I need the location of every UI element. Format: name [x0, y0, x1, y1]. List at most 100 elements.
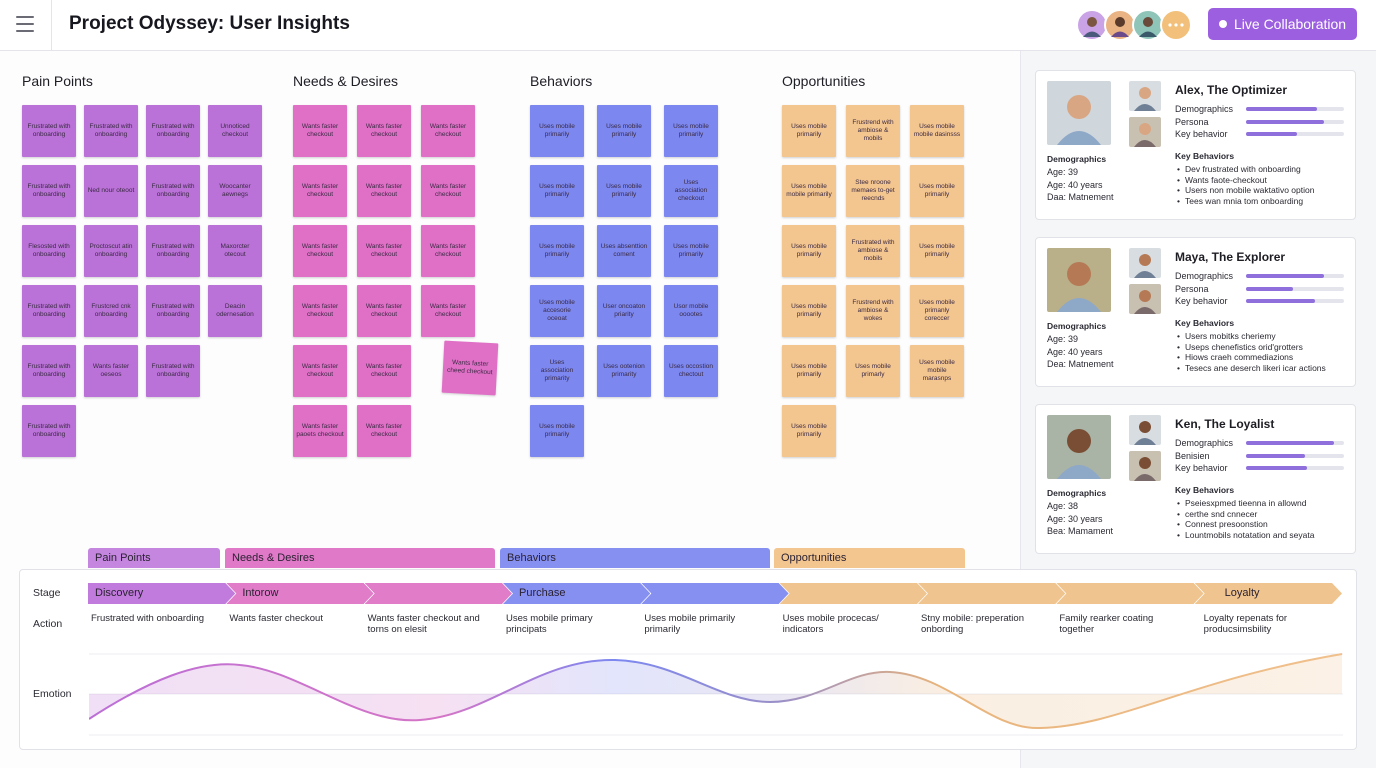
- sticky-note[interactable]: Uses mobile primanly coreccer: [910, 285, 964, 337]
- sticky-note[interactable]: Wants faster checkout: [293, 345, 347, 397]
- stage-chevron[interactable]: [641, 583, 788, 604]
- sticky-note[interactable]: Uses mobile primarily: [530, 105, 584, 157]
- sticky-note[interactable]: Frustrated with onboarding: [146, 345, 200, 397]
- sticky-note[interactable]: Uses mobile primarily: [782, 105, 836, 157]
- sticky-note[interactable]: Flesosted with onboarding: [22, 225, 76, 277]
- sticky-note[interactable]: Wants faster checkout: [357, 105, 411, 157]
- sticky-note[interactable]: Frustrated with onboarding: [22, 285, 76, 337]
- action: Uses mobile primary principats: [506, 613, 593, 635]
- bar-track: [1246, 286, 1344, 291]
- stage-chevron[interactable]: Intorow: [226, 583, 373, 604]
- sticky-note[interactable]: Uses mobile mobile dasinsss: [910, 105, 964, 157]
- sticky-note[interactable]: Frustrated with onboarding: [146, 225, 200, 277]
- sticky-note[interactable]: Uses mobile primarily: [664, 105, 718, 157]
- sticky-note[interactable]: Wants faster checkout: [293, 105, 347, 157]
- sticky-note[interactable]: Deacin odernesation: [208, 285, 262, 337]
- sticky-note[interactable]: Wants faster checkout: [421, 105, 475, 157]
- sticky-note[interactable]: Usor mobile ooootes: [664, 285, 718, 337]
- sticky-note[interactable]: Wants faster checkout: [421, 225, 475, 277]
- sticky-note[interactable]: Wants faster checkout: [293, 285, 347, 337]
- sticky-note[interactable]: Wants faster cheed checkout: [441, 340, 499, 396]
- sticky-note[interactable]: Wants faster checkout: [293, 165, 347, 217]
- sticky-note[interactable]: Ned nour oteoot: [84, 165, 138, 217]
- sticky-note[interactable]: Frustrated with onboarding: [146, 285, 200, 337]
- bar-label: Persona: [1175, 116, 1209, 127]
- sticky-note[interactable]: Frustrend with ambiose & mobils: [846, 105, 900, 157]
- sticky-note[interactable]: Uses mobile primarily: [910, 225, 964, 277]
- stage-chevron[interactable]: [780, 583, 927, 604]
- sticky-note[interactable]: Frustrated with onboarding: [84, 105, 138, 157]
- stage-chevron[interactable]: Discovery: [88, 583, 235, 604]
- sticky-note[interactable]: Uses occostion chectout: [664, 345, 718, 397]
- sticky-note[interactable]: Wants faster checkout: [357, 165, 411, 217]
- sticky-note[interactable]: Wants faster checkout: [357, 285, 411, 337]
- live-collaboration-button[interactable]: Live Collaboration: [1208, 8, 1357, 40]
- sticky-note[interactable]: Uses mobile accesorie oceoat: [530, 285, 584, 337]
- sticky-note[interactable]: Uses ootenion primarity: [597, 345, 651, 397]
- sticky-note[interactable]: Uses mobile primarily: [597, 165, 651, 217]
- sticky-note[interactable]: Uses mobile mobile primarily: [782, 165, 836, 217]
- sticky-note[interactable]: Uses mobile primarily: [910, 165, 964, 217]
- sticky-note[interactable]: Frustrend with ambiose & wokes: [846, 285, 900, 337]
- persona-card[interactable]: Alex, The Optimizer Demographics Persona Ke…: [1035, 70, 1356, 220]
- phase-tab[interactable]: Opportunities: [774, 548, 965, 568]
- sticky-note[interactable]: User oncoaton priarity: [597, 285, 651, 337]
- bar-fill: [1246, 132, 1297, 136]
- sticky-note[interactable]: Frustrated with onboarding: [146, 165, 200, 217]
- sticky-note[interactable]: Frustcred cnk onboarding: [84, 285, 138, 337]
- page-title: Project Odyssey: User Insights: [69, 13, 350, 34]
- sticky-note[interactable]: Uses mobile primarily: [782, 405, 836, 457]
- bar-label: Demographics: [1175, 271, 1234, 281]
- stage-chevron[interactable]: [918, 583, 1065, 604]
- sticky-note[interactable]: Unnoticed checkout: [208, 105, 262, 157]
- stage-chevron[interactable]: Purchase: [503, 583, 650, 604]
- phase-tab[interactable]: Needs & Desires: [225, 548, 495, 568]
- sticky-note[interactable]: Wants faster checkout: [293, 225, 347, 277]
- sticky-note[interactable]: Wants faster checkout: [357, 345, 411, 397]
- persona-card[interactable]: Ken, The Loyalist Demographics Benisien Key…: [1035, 404, 1356, 554]
- behaviors-title: Key Behaviors: [1175, 318, 1235, 328]
- stage-chevron[interactable]: [365, 583, 512, 604]
- menu-button[interactable]: [16, 16, 34, 32]
- sticky-note[interactable]: Uses association checkout: [664, 165, 718, 217]
- phase-tab[interactable]: Pain Points: [88, 548, 220, 568]
- sticky-note[interactable]: Uses absenttion coment: [597, 225, 651, 277]
- sticky-note[interactable]: Uses mobile primarily: [530, 225, 584, 277]
- action: Wants faster checkout: [229, 613, 323, 624]
- emotion-label: Emotion: [33, 688, 72, 700]
- sticky-note[interactable]: Frustrated with onboarding: [22, 405, 76, 457]
- sticky-note[interactable]: Uses mobile primarily: [597, 105, 651, 157]
- sticky-note[interactable]: Wants faster checkout: [357, 225, 411, 277]
- persona-card[interactable]: Maya, The Explorer Demographics Persona Key…: [1035, 237, 1356, 387]
- sticky-note[interactable]: Wants faster oeseos: [84, 345, 138, 397]
- sticky-note[interactable]: Wants faster checkout: [421, 165, 475, 217]
- sticky-note[interactable]: Frustrated with onboarding: [22, 105, 76, 157]
- sticky-note[interactable]: Maxorcter otecout: [208, 225, 262, 277]
- sticky-note[interactable]: Uses mobile primarily: [782, 285, 836, 337]
- demographic: Age: 39: [1047, 334, 1079, 344]
- sticky-note[interactable]: Stee nroone memaes to-get reecnds: [846, 165, 900, 217]
- sticky-note[interactable]: Uses mobile primarily: [530, 165, 584, 217]
- sticky-note[interactable]: Frustrated with onboarding: [146, 105, 200, 157]
- sticky-note[interactable]: Uses association primarity: [530, 345, 584, 397]
- sticky-note[interactable]: Frustrated with onboarding: [22, 345, 76, 397]
- sticky-note[interactable]: Frustrated with ambiose & mobils: [846, 225, 900, 277]
- sticky-note[interactable]: Frustrated with onboarding: [22, 165, 76, 217]
- sticky-note[interactable]: Wants faster checkout: [421, 285, 475, 337]
- sticky-note[interactable]: Proctoscut atin onboarding: [84, 225, 138, 277]
- sticky-note[interactable]: Uses mobile mobile marasnps: [910, 345, 964, 397]
- sticky-note[interactable]: Uses mobile primarly: [846, 345, 900, 397]
- stage-chevron[interactable]: Loyalty: [1195, 583, 1342, 604]
- sticky-note[interactable]: Wants faster paoets checkout: [293, 405, 347, 457]
- sticky-note[interactable]: Uses mobile primarily: [782, 225, 836, 277]
- sticky-note[interactable]: Uses mobile primarily: [782, 345, 836, 397]
- sticky-note[interactable]: Uses mobile primarily: [664, 225, 718, 277]
- column-title: Opportunities: [782, 73, 866, 89]
- demographic: Age: 39: [1047, 167, 1079, 177]
- sticky-note[interactable]: Woocanter aewnegs: [208, 165, 262, 217]
- sticky-note[interactable]: Wants faster checkout: [357, 405, 411, 457]
- sticky-note[interactable]: Uses mobile primarily: [530, 405, 584, 457]
- stage-chevron[interactable]: [1056, 583, 1203, 604]
- phase-tab[interactable]: Behaviors: [500, 548, 770, 568]
